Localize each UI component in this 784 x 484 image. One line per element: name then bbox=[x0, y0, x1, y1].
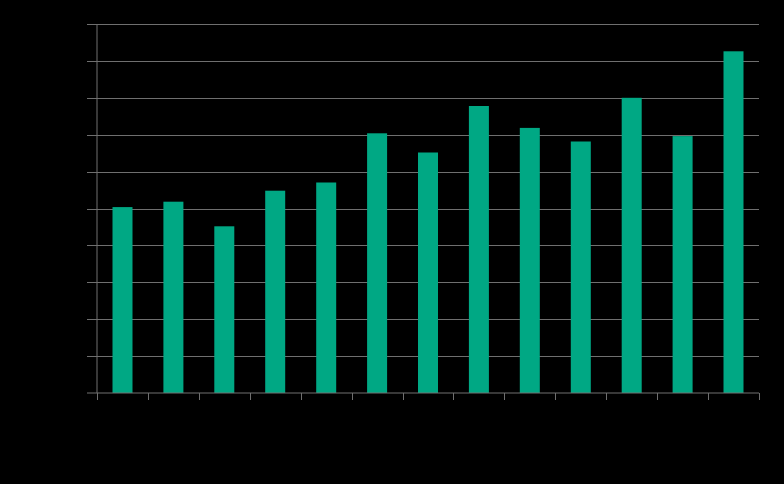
bar bbox=[367, 133, 388, 394]
bar bbox=[723, 51, 744, 394]
bar bbox=[570, 141, 591, 393]
bars bbox=[112, 51, 744, 394]
bar bbox=[163, 201, 184, 393]
bar bbox=[621, 97, 642, 394]
bar bbox=[265, 190, 286, 393]
bar bbox=[214, 226, 235, 393]
bar bbox=[519, 127, 540, 394]
x-axis-ticks bbox=[97, 393, 760, 400]
bar bbox=[468, 106, 489, 393]
bar bbox=[672, 136, 693, 393]
bar bbox=[418, 152, 438, 393]
bar bbox=[112, 207, 133, 393]
bar bbox=[316, 182, 337, 393]
